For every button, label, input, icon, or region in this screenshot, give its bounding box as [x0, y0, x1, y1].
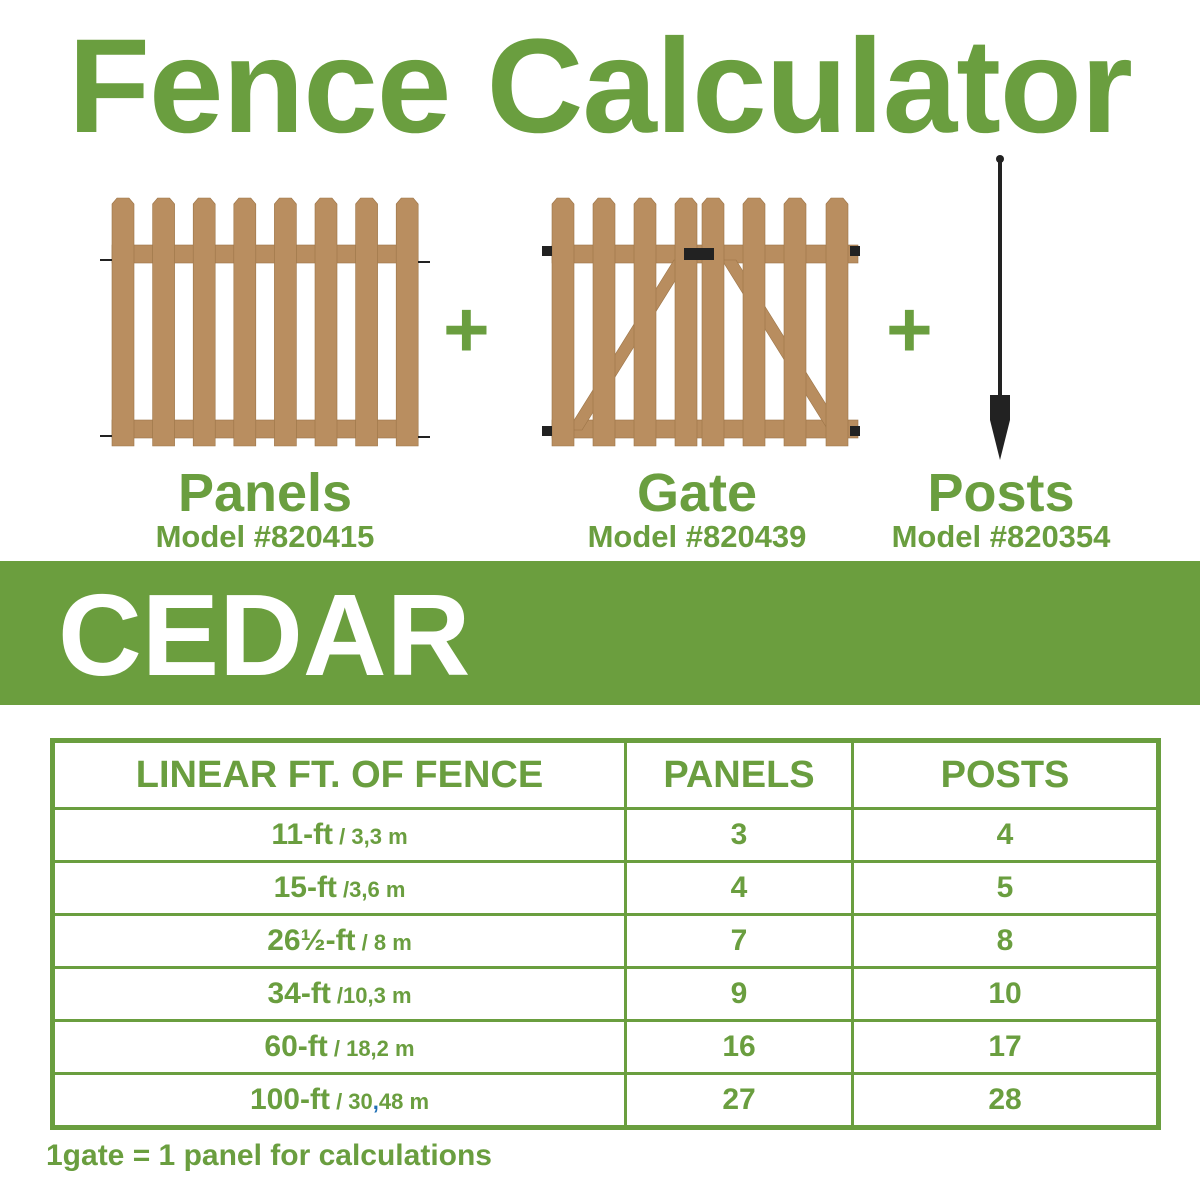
posts-cell: 17 — [851, 1019, 1160, 1075]
page-title: Fence Calculator — [68, 12, 1133, 161]
fence-gate-image — [542, 197, 860, 447]
meters: / 8 m — [355, 930, 412, 955]
table-row: 60-ft / 18,2 m 16 17 — [51, 1019, 1160, 1075]
header-posts: POSTS — [851, 739, 1160, 810]
picket — [274, 197, 297, 447]
meters: / 30,48 m — [330, 1089, 429, 1114]
feet: 60-ft — [264, 1030, 328, 1063]
table-row: 11-ft / 3,3 m 3 4 — [51, 807, 1160, 863]
length-cell: 100-ft / 30,48 m — [51, 1072, 627, 1129]
posts-cell: 8 — [851, 913, 1160, 969]
gate-label: Gate Model #820439 — [517, 466, 877, 554]
picket — [783, 197, 807, 447]
panels-cell: 7 — [624, 913, 854, 969]
picket — [551, 197, 575, 447]
picket — [233, 197, 257, 447]
header-linear-ft: LINEAR FT. OF FENCE — [51, 739, 627, 810]
meters-decimal: 48 m — [378, 1089, 430, 1114]
posts-cell: 28 — [851, 1072, 1160, 1129]
plus-sign: + — [886, 285, 933, 374]
table-row: 15-ft /3,6 m 4 5 — [51, 860, 1160, 916]
feet: 11-ft — [271, 818, 334, 851]
ground-spike-post-image — [990, 155, 1010, 460]
picket — [192, 197, 216, 447]
meters: /10,3 m — [330, 983, 412, 1008]
panels-cell: 9 — [624, 966, 854, 1022]
table-row: 100-ft / 30,48 m 27 28 — [51, 1072, 1160, 1129]
length-cell: 34-ft /10,3 m — [51, 966, 627, 1022]
picket — [355, 197, 378, 447]
table-row: 26½-ft / 8 m 7 8 — [51, 913, 1160, 969]
feet: 100-ft — [249, 1083, 330, 1116]
posts-cell: 4 — [851, 807, 1160, 863]
panels-cell: 3 — [624, 807, 854, 863]
picket — [701, 197, 725, 447]
model-number: Model #820415 — [155, 519, 375, 554]
plus-sign: + — [443, 285, 490, 374]
meters: /3,6 m — [336, 877, 406, 902]
feet: 15-ft — [273, 871, 337, 904]
posts-cell: 10 — [851, 966, 1160, 1022]
panels-cell: 27 — [624, 1072, 854, 1129]
picket — [314, 197, 338, 447]
length-cell: 11-ft / 3,3 m — [51, 807, 627, 863]
picket — [742, 197, 766, 447]
picket — [395, 197, 419, 447]
fence-panel-image — [100, 197, 430, 447]
picket — [674, 197, 698, 447]
length-cell: 15-ft /3,6 m — [51, 860, 627, 916]
panels-cell: 4 — [624, 860, 854, 916]
picket — [152, 197, 175, 447]
footnote: 1gate = 1 panel for calculations — [46, 1139, 492, 1172]
header-panels: PANELS — [624, 739, 854, 810]
model-number: Model #820354 — [891, 519, 1111, 554]
meters-whole: / 30 — [329, 1089, 373, 1114]
product-name: Gate — [636, 463, 758, 523]
picket — [592, 197, 616, 447]
product-name: Panels — [177, 463, 353, 523]
panels-cell: 16 — [624, 1019, 854, 1075]
color-banner: CEDAR — [0, 561, 1200, 705]
table-header-row: LINEAR FT. OF FENCE PANELS POSTS — [51, 739, 1160, 810]
picket — [111, 197, 135, 447]
picket — [633, 197, 657, 447]
color-name: CEDAR — [58, 570, 471, 700]
picket — [825, 197, 849, 447]
feet: 34-ft — [267, 977, 331, 1010]
product-name: Posts — [927, 463, 1075, 523]
posts-label: Posts Model #820354 — [821, 466, 1181, 554]
model-number: Model #820439 — [587, 519, 807, 554]
posts-cell: 5 — [851, 860, 1160, 916]
length-cell: 26½-ft / 8 m — [51, 913, 627, 969]
fence-calculator-table: LINEAR FT. OF FENCE PANELS POSTS 11-ft /… — [50, 738, 1161, 1130]
length-cell: 60-ft / 18,2 m — [51, 1019, 627, 1075]
decimal-comma: , — [372, 1089, 379, 1114]
panels-label: Panels Model #820415 — [85, 466, 445, 554]
table-row: 34-ft /10,3 m 9 10 — [51, 966, 1160, 1022]
feet: 26½-ft — [267, 924, 356, 957]
meters: / 3,3 m — [333, 824, 408, 849]
meters: / 18,2 m — [327, 1036, 415, 1061]
